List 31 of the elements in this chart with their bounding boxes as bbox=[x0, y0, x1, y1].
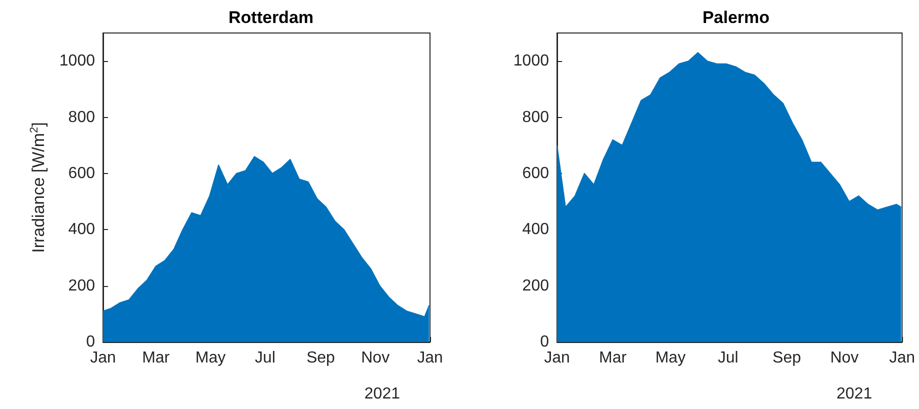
chart-title: Palermo bbox=[702, 8, 770, 27]
x-tick-label: Nov bbox=[830, 350, 859, 366]
y-tick-label: 600 bbox=[68, 164, 96, 182]
x-axis-title: 2021 bbox=[836, 386, 872, 402]
x-tick-label: Sep bbox=[306, 350, 336, 366]
x-tick-label: Jul bbox=[718, 350, 738, 366]
x-tick-label: Nov bbox=[361, 350, 390, 366]
x-tick-label: Jan bbox=[544, 350, 570, 366]
y-tick-label: 0 bbox=[540, 334, 550, 350]
x-tick-label: Jan bbox=[417, 350, 443, 366]
x-tick-label: May bbox=[655, 350, 686, 366]
chart-title: Rotterdam bbox=[228, 8, 314, 27]
x-tick-label: Jan bbox=[90, 350, 116, 366]
x-tick-label: Jan bbox=[889, 350, 915, 366]
y-tick-label: 200 bbox=[68, 277, 96, 294]
x-axis-title: 2021 bbox=[364, 386, 400, 402]
y-tick-label: 400 bbox=[68, 221, 96, 238]
y-tick-label: 1000 bbox=[513, 52, 550, 70]
x-tick-label: Sep bbox=[772, 350, 802, 366]
y-tick-label: 600 bbox=[522, 164, 550, 182]
x-tick-label: Mar bbox=[142, 350, 170, 366]
y-tick-label: 0 bbox=[86, 334, 96, 350]
y-tick-label: 400 bbox=[522, 221, 550, 238]
y-tick-label: 200 bbox=[522, 277, 550, 294]
y-axis-title: Irradiance [W/m2] bbox=[28, 122, 48, 253]
y-tick-label: 800 bbox=[522, 108, 550, 126]
x-tick-label: Jul bbox=[254, 350, 276, 366]
y-tick-label: 1000 bbox=[59, 52, 96, 70]
x-tick-label: Mar bbox=[599, 350, 628, 366]
x-tick-label: May bbox=[195, 350, 226, 366]
y-tick-label: 800 bbox=[68, 108, 96, 126]
